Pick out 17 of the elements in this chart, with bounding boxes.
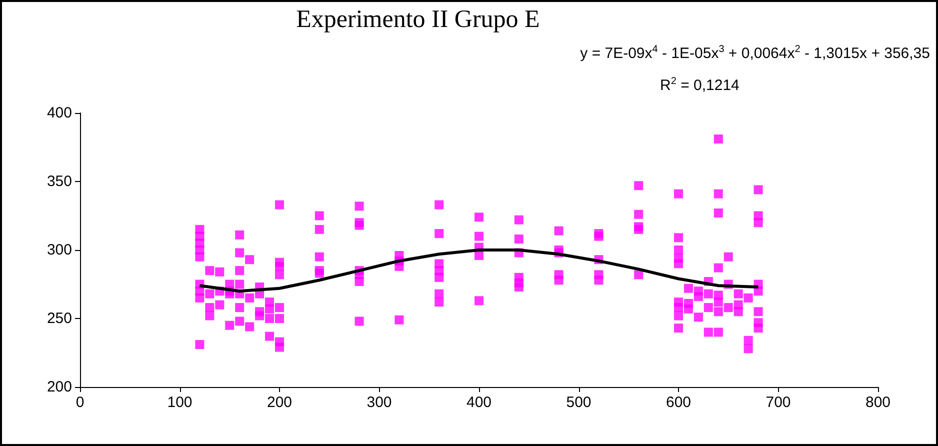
y-tick-label: 250 [46,310,72,327]
x-tick-label: 100 [167,394,192,411]
x-tick-label: 700 [766,394,791,411]
y-tick-label: 400 [46,104,72,122]
x-tick-label: 400 [466,394,492,411]
y-tick-label: 350 [46,173,72,190]
text: R$^{2}$ = 0,1214 [660,76,740,94]
text: y = 7E-09x$^{4}$ - 1E-05x$^{3}$ + 0,0064x$^{2}$ - 1,3015x + 356,35 [580,44,930,62]
y-tick-label: 200 [46,378,72,396]
x-tick-label: 500 [566,394,592,411]
x-tick-label: 0 [76,394,84,411]
chart-title: Experimento II Grupo E [295,6,541,34]
y-tick-label: 300 [46,242,72,258]
x-tick-label: 600 [666,394,692,411]
x-tick-label: 300 [366,394,392,411]
x-tick-label: 800 [865,394,891,411]
x-tick-label: 200 [266,394,292,411]
